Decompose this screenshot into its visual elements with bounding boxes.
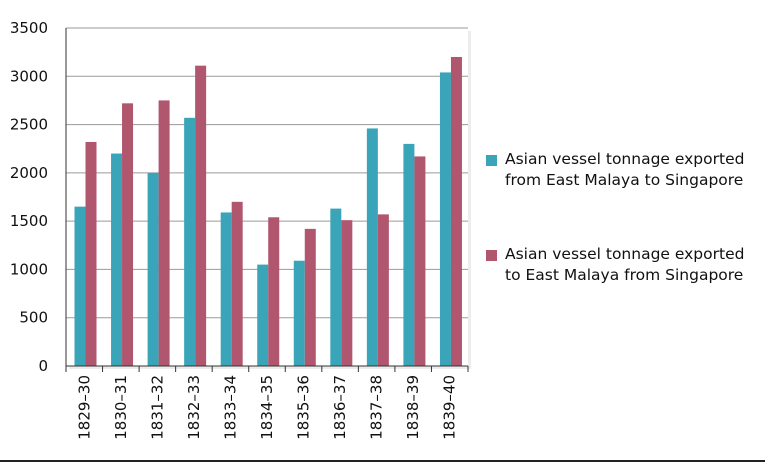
bar-series-2 (122, 103, 134, 366)
y-tick-label: 1500 (10, 212, 48, 230)
bar-series-1 (330, 208, 342, 366)
bar-series-2 (304, 228, 316, 366)
x-category-label: 1837–38 (368, 375, 386, 440)
bar-series-1 (257, 264, 269, 366)
bar-series-1 (403, 143, 415, 366)
bar-series-2 (85, 141, 97, 366)
x-category-label: 1839–40 (441, 375, 459, 440)
bar-series-1 (184, 117, 196, 366)
x-category-label: 1831–32 (148, 375, 166, 440)
x-category-label: 1834–35 (258, 375, 276, 440)
bar-series-2 (268, 217, 280, 366)
bar-series-1 (220, 212, 232, 366)
bars (74, 56, 462, 367)
bar-series-1 (439, 72, 451, 367)
bar-series-2 (414, 156, 426, 366)
x-category-label: 1829–30 (75, 375, 93, 440)
y-axis-tick-labels: 0 500 1000 1500 2000 2500 3000 3500 (10, 19, 48, 375)
y-tick-label: 3500 (10, 19, 48, 37)
x-axis-category-labels: 1829–30 1830–31 1831–32 1832–33 1833–34 1834–… (75, 375, 458, 440)
legend-item-east-malaya-to-singapore: Asian vessel tonnage exported from East … (486, 149, 761, 191)
bar-series-1 (293, 260, 305, 366)
x-category-label: 1832–33 (185, 375, 203, 440)
bar-series-1 (147, 172, 159, 366)
x-category-label: 1833–34 (221, 375, 239, 440)
y-tick-label: 500 (19, 309, 48, 327)
bar-series-2 (341, 220, 353, 366)
bar-series-2 (195, 65, 207, 367)
legend-label-series-1: Asian vessel tonnage exported from East … (505, 150, 745, 189)
bar-series-1 (111, 153, 123, 366)
y-tick-label: 1000 (10, 260, 48, 278)
bar-series-2 (231, 201, 243, 366)
x-category-label: 1836–37 (331, 375, 349, 440)
y-tick-label: 2000 (10, 164, 48, 182)
y-tick-label: 0 (38, 357, 48, 375)
bar-series-2 (158, 100, 170, 366)
y-tick-label: 2500 (10, 116, 48, 134)
x-category-label: 1835–36 (295, 375, 313, 440)
bar-series-2 (377, 214, 389, 366)
bar-series-2 (450, 56, 462, 366)
bottom-rule (0, 460, 765, 462)
legend-swatch-series-1 (486, 155, 497, 166)
axes (65, 28, 469, 372)
bar-series-1 (366, 128, 378, 366)
legend-label-series-2: Asian vessel tonnage exported to East Ma… (505, 245, 745, 284)
x-category-label: 1838–39 (404, 375, 422, 440)
y-tick-label: 3000 (10, 67, 48, 85)
bar-series-1 (74, 206, 86, 366)
legend-item-singapore-to-east-malaya: Asian vessel tonnage exported to East Ma… (486, 244, 761, 286)
legend-swatch-series-2 (486, 250, 497, 261)
x-category-label: 1830–31 (112, 375, 130, 440)
